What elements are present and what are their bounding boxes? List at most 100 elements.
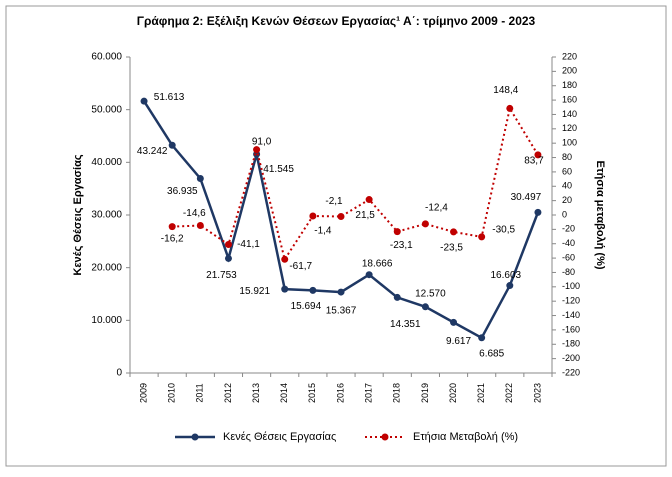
x-tick-label: 2012 xyxy=(223,383,233,403)
data-label: 14.351 xyxy=(390,319,421,330)
data-point xyxy=(478,233,486,241)
data-label: -14,6 xyxy=(183,208,206,219)
x-tick-label: 2013 xyxy=(251,383,261,403)
data-label: 18.666 xyxy=(362,258,393,269)
x-tick-label: 2015 xyxy=(307,383,317,403)
data-point xyxy=(478,334,486,342)
data-point xyxy=(534,151,542,159)
x-tick-label: 2018 xyxy=(392,383,402,403)
x-tick-label: 2011 xyxy=(195,383,205,402)
y2-tick-label: 200 xyxy=(562,66,577,76)
data-point xyxy=(168,141,176,149)
data-point xyxy=(421,303,429,311)
data-point xyxy=(281,255,289,263)
y2-tick-label: -60 xyxy=(562,252,575,262)
data-label: 148,4 xyxy=(493,85,518,96)
data-point xyxy=(253,146,261,154)
data-label: 41.545 xyxy=(263,164,294,175)
data-label: -2,1 xyxy=(325,196,343,207)
legend-marker xyxy=(191,433,199,441)
data-point xyxy=(309,286,317,294)
data-label: 9.617 xyxy=(446,336,471,347)
chart-title: Γράφημα 2: Εξέλιξη Κενών Θέσεων Εργασίας… xyxy=(137,14,536,28)
data-point xyxy=(534,208,542,216)
x-tick-label: 2022 xyxy=(504,383,514,403)
y-tick-label: 60.000 xyxy=(91,52,122,63)
y2-tick-label: 20 xyxy=(562,195,572,205)
data-label: -16,2 xyxy=(161,233,184,244)
y2-tick-label: -140 xyxy=(562,310,580,320)
chart-frame xyxy=(5,5,667,467)
x-tick-label: 2020 xyxy=(448,383,458,403)
y-tick-label: 30.000 xyxy=(91,210,122,221)
data-point xyxy=(309,212,317,220)
data-label: -23,5 xyxy=(440,243,463,254)
data-label: 6.685 xyxy=(479,348,504,359)
data-label: 15.367 xyxy=(326,306,357,317)
data-label: 91,0 xyxy=(252,136,272,147)
y2-tick-label: 40 xyxy=(562,181,572,191)
y2-tick-label: -220 xyxy=(562,367,580,377)
y-tick-label: 0 xyxy=(116,368,122,379)
x-tick-label: 2021 xyxy=(476,383,486,403)
y2-tick-label: -120 xyxy=(562,296,580,306)
data-point xyxy=(196,221,204,229)
data-label: 30.497 xyxy=(511,192,542,203)
y2-tick-label: 180 xyxy=(562,80,577,90)
data-point xyxy=(168,223,176,231)
y2-tick-label: -180 xyxy=(562,339,580,349)
data-point xyxy=(393,293,401,301)
data-label: 16.603 xyxy=(491,270,522,281)
y2-tick-label: 0 xyxy=(562,209,567,219)
data-label: -61,7 xyxy=(289,261,312,272)
data-label: -30,5 xyxy=(492,225,515,236)
data-point xyxy=(450,228,458,236)
data-label: -1,4 xyxy=(314,226,332,237)
data-label: 83,7 xyxy=(524,156,544,167)
data-label: 12.570 xyxy=(415,288,446,299)
data-label: 15.921 xyxy=(239,286,270,297)
y2-tick-label: -100 xyxy=(562,281,580,291)
y-tick-label: 20.000 xyxy=(91,262,122,273)
y-axis-title: Κενές Θέσεις Εργασίας xyxy=(72,154,84,275)
y2-tick-label: 80 xyxy=(562,152,572,162)
y2-tick-label: -200 xyxy=(562,353,580,363)
data-point xyxy=(506,282,514,290)
data-label: 21,5 xyxy=(355,210,375,221)
y2-tick-label: 60 xyxy=(562,166,572,176)
data-point xyxy=(365,196,373,204)
data-label: 15.694 xyxy=(291,301,322,312)
y2-tick-label: 220 xyxy=(562,51,577,61)
data-point xyxy=(337,213,345,221)
data-point xyxy=(224,241,232,249)
x-tick-label: 2019 xyxy=(420,383,430,403)
y2-tick-label: -160 xyxy=(562,324,580,334)
legend-label: Κενές Θέσεις Εργασίας xyxy=(223,431,336,443)
data-point xyxy=(196,174,204,182)
y2-tick-label: -80 xyxy=(562,267,575,277)
data-point xyxy=(365,271,373,279)
legend-marker xyxy=(381,433,389,441)
data-label: 51.613 xyxy=(154,92,185,103)
data-label: 36.935 xyxy=(167,186,198,197)
data-point xyxy=(450,318,458,326)
data-label: 43.242 xyxy=(137,146,168,157)
y2-tick-label: 160 xyxy=(562,94,577,104)
y2-tick-label: 140 xyxy=(562,109,577,119)
data-point xyxy=(393,228,401,236)
series-line xyxy=(172,105,539,262)
data-point xyxy=(281,285,289,293)
y2-tick-label: -40 xyxy=(562,238,575,248)
y2-axis-title: Ετήσια μεταβολή (%) xyxy=(594,160,606,269)
data-point xyxy=(421,220,429,228)
x-tick-label: 2010 xyxy=(167,383,177,403)
y-tick-label: 50.000 xyxy=(91,104,122,115)
y2-tick-label: 120 xyxy=(562,123,577,133)
y2-tick-label: 100 xyxy=(562,138,577,148)
x-tick-label: 2014 xyxy=(279,383,289,403)
x-tick-label: 2023 xyxy=(532,383,542,403)
data-label: -41,1 xyxy=(237,239,260,250)
data-label: -23,1 xyxy=(390,240,413,251)
y-tick-label: 10.000 xyxy=(91,315,122,326)
